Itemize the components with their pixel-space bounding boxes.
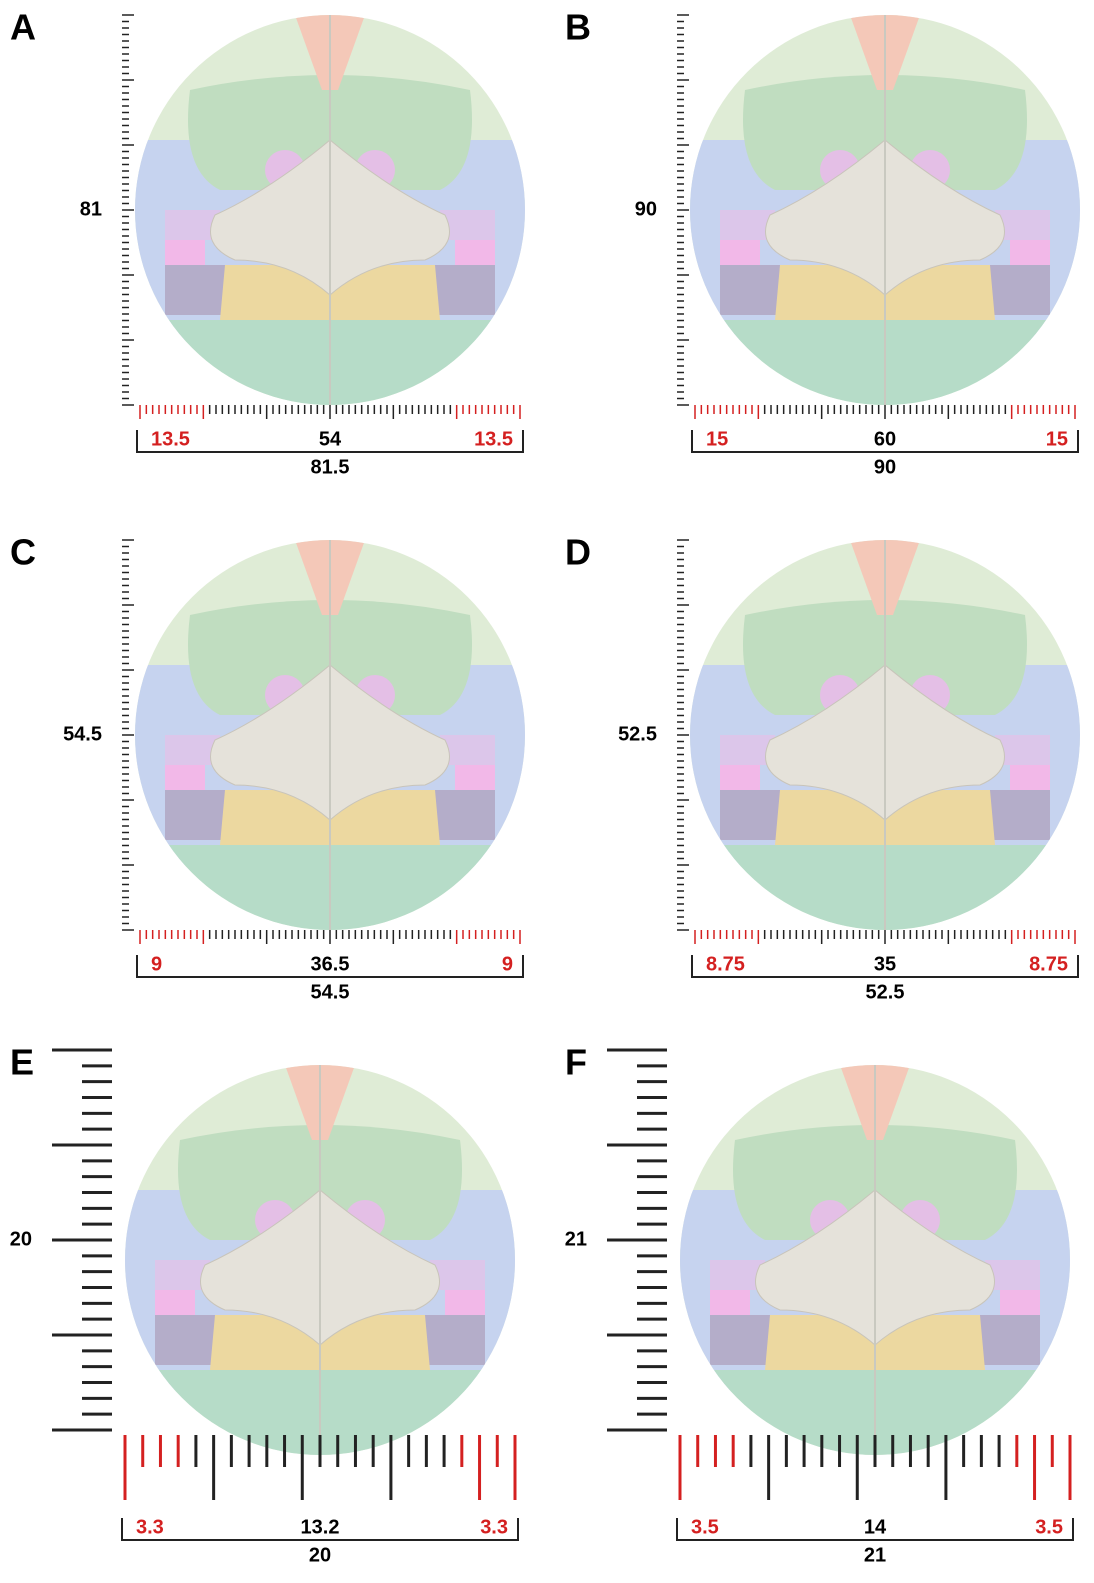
panel-letter: C <box>10 532 36 573</box>
horizontal-ruler <box>695 930 1075 944</box>
region-pink-l <box>720 240 760 265</box>
segment-center: 14 <box>864 1516 887 1538</box>
total-label: 90 <box>874 456 896 478</box>
panel: E 20 3.3 13.2 3.3 20 <box>10 1042 518 1567</box>
section-diagram <box>135 15 525 420</box>
region-pink-r <box>455 765 495 790</box>
region-pink-r <box>1000 1290 1040 1315</box>
horizontal-ruler <box>680 1435 1070 1500</box>
segment-right: 13.5 <box>474 428 513 450</box>
horizontal-ruler <box>140 405 520 419</box>
panel-letter: F <box>565 1042 587 1083</box>
region-pink-l <box>155 1290 195 1315</box>
segment-center: 35 <box>874 953 896 975</box>
segment-right: 3.3 <box>480 1516 508 1538</box>
region-pink-l <box>720 765 760 790</box>
segment-right: 8.75 <box>1029 953 1068 975</box>
segment-left: 15 <box>706 428 728 450</box>
panel-letter: D <box>565 532 591 573</box>
segment-right: 15 <box>1046 428 1068 450</box>
segment-center: 54 <box>319 428 342 450</box>
vertical-ruler <box>122 15 134 405</box>
panel-letter: E <box>10 1042 34 1083</box>
segment-left: 8.75 <box>706 953 745 975</box>
vertical-label: 90 <box>635 198 657 220</box>
panel: B 90 15 60 15 90 <box>565 7 1080 479</box>
vertical-label: 21 <box>565 1228 587 1250</box>
region-pink-r <box>1010 765 1050 790</box>
region-pink-r <box>1010 240 1050 265</box>
segment-center: 60 <box>874 428 896 450</box>
panel-letter: B <box>565 7 591 48</box>
vertical-ruler <box>677 15 689 405</box>
section-diagram <box>690 540 1080 945</box>
segment-left: 3.3 <box>136 1516 164 1538</box>
panel: C 54.5 9 36.5 9 54.5 <box>10 532 525 1004</box>
vertical-label: 81 <box>80 198 102 220</box>
vertical-label: 54.5 <box>63 723 102 745</box>
segment-center: 36.5 <box>311 953 350 975</box>
horizontal-ruler <box>695 405 1075 419</box>
region-pink-r <box>445 1290 485 1315</box>
vertical-ruler <box>122 540 134 930</box>
horizontal-ruler <box>125 1435 515 1500</box>
segment-right: 3.5 <box>1035 1516 1063 1538</box>
vertical-ruler <box>607 1050 667 1430</box>
region-pink-l <box>710 1290 750 1315</box>
segment-right: 9 <box>502 953 513 975</box>
total-label: 81.5 <box>311 456 350 478</box>
panel: F 21 3.5 14 3.5 21 <box>565 1042 1073 1567</box>
segment-left: 13.5 <box>151 428 190 450</box>
total-label: 20 <box>309 1544 331 1566</box>
panel: D 52.5 8.75 35 8.75 52.5 <box>565 532 1080 1004</box>
region-pink-l <box>165 240 205 265</box>
total-label: 52.5 <box>866 981 905 1003</box>
region-pink-r <box>455 240 495 265</box>
horizontal-ruler <box>140 930 520 944</box>
section-diagram <box>680 1065 1070 1470</box>
panel: A 81 13.5 54 13.5 81.5 <box>10 7 525 479</box>
section-diagram <box>125 1065 515 1470</box>
panel-letter: A <box>10 7 36 48</box>
segment-left: 3.5 <box>691 1516 719 1538</box>
section-diagram <box>690 15 1080 420</box>
vertical-ruler <box>52 1050 112 1430</box>
vertical-ruler <box>677 540 689 930</box>
section-diagram <box>135 540 525 945</box>
total-label: 21 <box>864 1544 886 1566</box>
total-label: 54.5 <box>311 981 350 1003</box>
vertical-label: 52.5 <box>618 723 657 745</box>
vertical-label: 20 <box>10 1228 32 1250</box>
segment-center: 13.2 <box>301 1516 340 1538</box>
segment-left: 9 <box>151 953 162 975</box>
figure: A 81 13.5 54 13.5 81.5 B 90 15 60 15 90 C 54.5 9 36.5 9 5… <box>0 0 1094 1583</box>
region-pink-l <box>165 765 205 790</box>
